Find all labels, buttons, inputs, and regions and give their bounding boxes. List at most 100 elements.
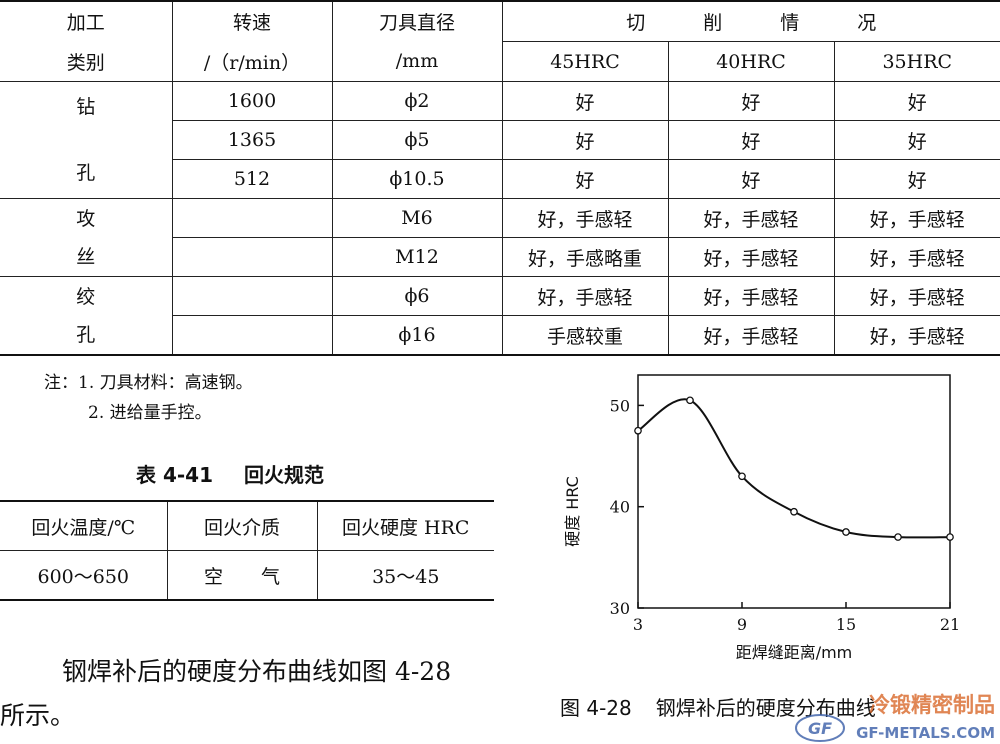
result-40hrc: 好: [667, 120, 834, 160]
tempering-header-hardness: 回火硬度 HRC: [316, 501, 494, 551]
body-paragraph: 钢焊补后的硬度分布曲线如图 4-28 所示。: [0, 650, 530, 738]
process-category-char: 绞: [76, 285, 96, 308]
data-point: [686, 396, 694, 405]
header-speed-line2: /（r/min）: [171, 41, 332, 82]
header-category-line1: 加工: [0, 0, 172, 42]
paragraph-line-2: 所示。: [0, 701, 76, 730]
tempering-hardness-value: 35～45: [316, 550, 494, 600]
tool-diameter: ϕ10.5: [331, 159, 502, 199]
x-axis-label: 距焊缝距离/mm: [736, 643, 853, 660]
tempering-table: 回火温度/℃ 回火介质 回火硬度 HRC 600～650 空 气 35～45: [0, 500, 494, 601]
process-category-char: 孔: [76, 323, 96, 346]
data-point: [946, 533, 954, 541]
result-45hrc: 好: [501, 120, 668, 160]
table-notes: 注：1. 刀具材料：高速钢。 2. 进给量手控。: [44, 368, 253, 428]
result-35hrc: 好: [833, 81, 1000, 121]
process-category-char: 丝: [76, 245, 96, 268]
header-40hrc: 40HRC: [667, 41, 834, 82]
spindle-speed: 1365: [171, 120, 332, 160]
data-point: [842, 528, 850, 536]
hardness-chart: 3 9 15 21 30 40 50 距焊缝距离/mm 硬度 HRC: [563, 374, 960, 660]
table2-caption: 表 4-41 回火规范: [0, 459, 460, 488]
result-40hrc: 好，手感轻: [667, 315, 834, 356]
x-tick-label: 15: [836, 615, 856, 634]
note-line-1: 注：1. 刀具材料：高速钢。: [44, 373, 253, 393]
header-speed-line1: 转速: [171, 0, 332, 42]
process-category: 绞孔: [0, 276, 172, 356]
table2-caption-number: 表 4-41: [136, 463, 214, 487]
tool-diameter: M6: [331, 198, 502, 238]
tempering-header-medium: 回火介质: [166, 501, 317, 551]
result-40hrc: 好: [667, 81, 834, 121]
table-row: M12 好，手感略重 好，手感轻 好，手感轻: [0, 237, 1000, 277]
result-40hrc: 好，手感轻: [667, 237, 834, 277]
table-row: ϕ16 手感较重 好，手感轻 好，手感轻: [0, 315, 1000, 356]
result-35hrc: 好，手感轻: [833, 276, 1000, 316]
figure-caption: 图 4-28 钢焊补后的硬度分布曲线: [560, 692, 900, 721]
spindle-speed: [171, 198, 332, 238]
x-tick-label: 9: [737, 615, 747, 634]
data-point: [634, 426, 642, 435]
result-45hrc: 好，手感轻: [501, 198, 668, 238]
figure-caption-title: 钢焊补后的硬度分布曲线: [655, 696, 876, 720]
watermark-logo-ring: [795, 714, 845, 742]
spindle-speed: 1600: [171, 81, 332, 121]
header-45hrc: 45HRC: [501, 41, 668, 82]
watermark-logo: GF 冷锻精密制品 GF-METALS.COM: [795, 693, 995, 742]
header-category-line2: 类别: [66, 51, 105, 74]
process-category: 攻丝: [0, 198, 172, 277]
table-row: 绞孔 ϕ6 好，手感轻 好，手感轻 好，手感轻: [0, 276, 1000, 356]
tool-diameter: ϕ5: [331, 120, 502, 160]
hardness-curve: [637, 398, 951, 539]
result-40hrc: 好: [667, 159, 834, 199]
spindle-speed: [171, 315, 332, 356]
result-35hrc: 好，手感轻: [833, 237, 1000, 277]
result-35hrc: 好: [833, 159, 1000, 199]
paragraph-line-1: 钢焊补后的硬度分布曲线如图 4-28: [62, 657, 452, 686]
y-tick-label: 50: [610, 396, 630, 415]
tempering-medium-value: 空 气: [166, 550, 317, 600]
y-tick-label: 30: [610, 599, 630, 618]
tool-diameter: ϕ16: [331, 315, 502, 356]
process-category-char: 钻: [76, 96, 96, 118]
plot-frame: [637, 374, 951, 609]
result-40hrc: 好，手感轻: [667, 198, 834, 238]
table-row: 钻孔 1600 ϕ2 好好好: [0, 81, 1000, 199]
table2-caption-title: 回火规范: [243, 463, 324, 487]
watermark-top-text: 冷锻精密制品: [869, 693, 995, 717]
spindle-speed: 512: [171, 159, 332, 199]
result-45hrc: 好: [501, 159, 668, 199]
process-category-char: 孔: [76, 162, 96, 184]
table-row: 攻丝 M6 好，手感轻 好，手感轻 好，手感轻: [0, 198, 1000, 277]
result-35hrc: 好，手感轻: [833, 198, 1000, 238]
table-row: 1365 ϕ5 好好好: [0, 120, 1000, 160]
header-cutting-group: 切削情况: [501, 0, 1000, 42]
process-category: 钻孔: [0, 81, 172, 199]
process-category-char: 攻: [76, 207, 96, 230]
spindle-speed: [171, 237, 332, 277]
tool-diameter: ϕ2: [331, 81, 502, 121]
x-tick-label: 3: [633, 615, 643, 634]
x-tick-label: 21: [940, 615, 960, 634]
y-tick-label: 40: [610, 498, 630, 517]
result-45hrc: 好，手感略重: [501, 237, 668, 277]
watermark-bottom-text: GF-METALS.COM: [856, 724, 995, 742]
result-45hrc: 手感较重: [501, 315, 668, 356]
result-35hrc: 好: [833, 120, 1000, 160]
result-45hrc: 好，手感轻: [501, 276, 668, 316]
tempering-header-temp: 回火温度/℃: [0, 501, 167, 551]
header-diameter-line1: 刀具直径: [331, 0, 502, 42]
tempering-temp-value: 600～650: [37, 565, 130, 588]
watermark-logo-text: GF: [808, 719, 832, 738]
tool-diameter: ϕ6: [331, 276, 502, 316]
table-row: 512 ϕ10.5 好好好: [0, 159, 1000, 199]
result-40hrc: 好，手感轻: [667, 276, 834, 316]
result-45hrc: 好: [501, 81, 668, 121]
data-point: [894, 533, 902, 541]
header-diameter-line2: /mm: [331, 41, 502, 82]
y-axis-label: 硬度 HRC: [563, 476, 582, 547]
figure-caption-number: 图 4-28: [560, 696, 632, 720]
note-line-2: 2. 进给量手控。: [88, 403, 212, 423]
spindle-speed: [171, 276, 332, 316]
data-point: [738, 472, 746, 481]
